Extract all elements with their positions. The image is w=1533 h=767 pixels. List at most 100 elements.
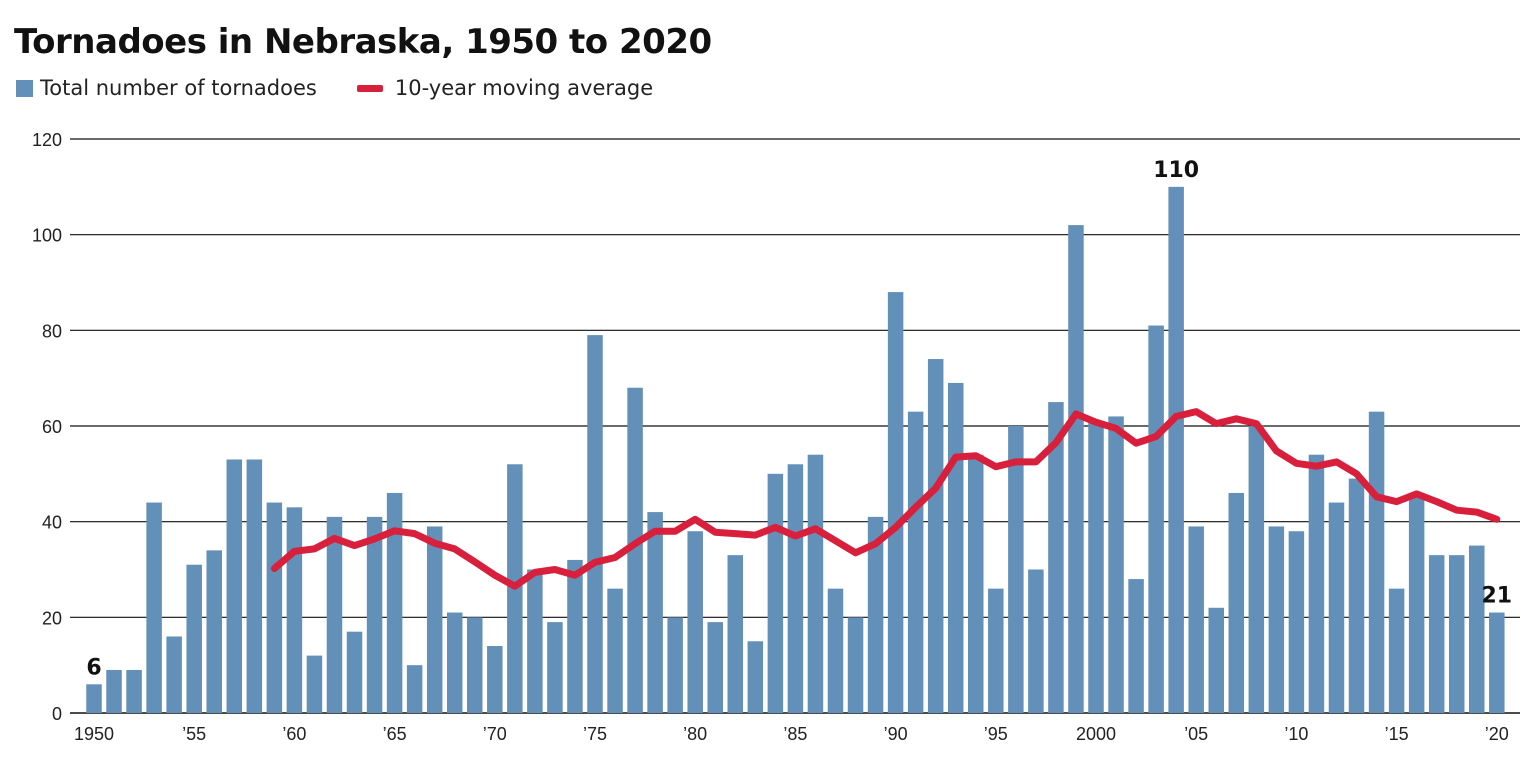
bar-2015 xyxy=(1388,588,1405,713)
legend-swatch-bars xyxy=(16,79,33,97)
bar-2014 xyxy=(1368,411,1385,713)
bar-1975 xyxy=(587,335,603,713)
bar-1969 xyxy=(467,617,483,713)
x-tick-label: ’70 xyxy=(483,724,507,744)
bar-1979 xyxy=(667,617,683,713)
bar-2005 xyxy=(1188,526,1204,713)
bar-1951 xyxy=(106,669,122,713)
bar-2004 xyxy=(1168,186,1184,714)
bar-1965 xyxy=(386,492,403,713)
bar-2013 xyxy=(1348,478,1365,713)
y-axis-tick-labels: 0 20 40 60 80 100 120 xyxy=(32,130,62,724)
x-tick-label: ’05 xyxy=(1184,724,1208,744)
legend-item-line: 10-year moving average xyxy=(356,76,654,100)
bar-1977 xyxy=(627,387,643,713)
y-tick-label: 60 xyxy=(42,417,62,437)
bar-2011 xyxy=(1308,454,1325,713)
x-tick-label: ’75 xyxy=(583,724,607,744)
y-tick-label: 100 xyxy=(32,226,62,246)
bar-1961 xyxy=(306,655,323,713)
callout-2020: 21 xyxy=(1481,584,1512,609)
bar-2019 xyxy=(1469,545,1485,713)
y-tick-label: 120 xyxy=(32,130,62,150)
bar-2010 xyxy=(1288,531,1305,713)
bar-1997 xyxy=(1028,569,1044,713)
bar-1959 xyxy=(266,502,283,713)
bar-1967 xyxy=(426,526,443,713)
bar-1988 xyxy=(847,617,864,713)
legend: Total number of tornadoes 10-year moving… xyxy=(16,74,693,102)
bar-1974 xyxy=(567,559,583,713)
callout-1950: 6 xyxy=(86,655,101,680)
x-tick-label: 1950 xyxy=(74,724,114,744)
bar-1978 xyxy=(647,512,663,713)
x-tick-label: ’60 xyxy=(282,724,306,744)
callout-2004: 110 xyxy=(1153,158,1199,183)
bar-1996 xyxy=(1008,426,1024,713)
bar-1990 xyxy=(887,292,904,713)
x-axis-tick-labels: 1950 ’55 ’60 ’65 ’70 ’75 ’80 ’85 ’90 ’95 2000 ’05 ’1… xyxy=(74,724,1509,744)
bar-1966 xyxy=(406,665,423,713)
bar-1973 xyxy=(547,622,563,713)
bar-1955 xyxy=(186,564,202,713)
bar-2002 xyxy=(1128,579,1144,713)
bar-1956 xyxy=(206,550,222,713)
bar-1964 xyxy=(366,516,383,713)
y-tick-label: 0 xyxy=(52,704,62,724)
bar-2009 xyxy=(1268,526,1285,713)
bar-2001 xyxy=(1108,416,1124,713)
bar-2006 xyxy=(1208,607,1224,713)
x-tick-label: ’55 xyxy=(182,724,206,744)
bar-1986 xyxy=(807,454,824,713)
bar-2018 xyxy=(1448,555,1465,713)
bar-1957 xyxy=(226,459,243,713)
bar-2000 xyxy=(1088,421,1104,713)
x-tick-label: 2000 xyxy=(1076,724,1116,744)
bar-2017 xyxy=(1428,555,1445,713)
legend-label-line: 10-year moving average xyxy=(394,76,654,100)
bar-1970 xyxy=(487,646,503,713)
x-tick-label: ’20 xyxy=(1485,724,1509,744)
bar-1999 xyxy=(1068,225,1084,713)
y-tick-label: 20 xyxy=(42,608,62,628)
bar-2008 xyxy=(1248,426,1265,713)
bar-1989 xyxy=(867,516,884,713)
bar-1985 xyxy=(787,464,804,713)
bar-1980 xyxy=(687,531,703,713)
legend-label-bars: Total number of tornadoes xyxy=(40,76,317,100)
chart-title: Tornadoes in Nebraska, 1950 to 2020 xyxy=(14,22,712,62)
x-tick-label: ’85 xyxy=(783,724,807,744)
x-tick-label: ’80 xyxy=(683,724,707,744)
x-tick-label: ’95 xyxy=(984,724,1008,744)
x-tick-label: ’65 xyxy=(383,724,407,744)
bar-1968 xyxy=(446,612,463,713)
bar-1962 xyxy=(326,516,343,713)
bar-1976 xyxy=(607,588,623,713)
bars xyxy=(86,186,1505,714)
bar-1998 xyxy=(1048,402,1064,713)
callouts: 6 110 21 xyxy=(86,158,1512,680)
bar-1958 xyxy=(246,459,263,713)
bar-1987 xyxy=(827,588,844,713)
legend-item-bars: Total number of tornadoes xyxy=(16,76,317,100)
moving-average xyxy=(270,408,1501,590)
legend-swatch-line xyxy=(356,84,383,92)
bar-2016 xyxy=(1408,492,1425,713)
bar-1995 xyxy=(988,588,1004,713)
bar-2012 xyxy=(1328,502,1345,713)
bar-2003 xyxy=(1148,325,1164,713)
bar-1991 xyxy=(907,411,924,713)
bar-1983 xyxy=(747,641,764,713)
bar-1972 xyxy=(527,569,543,713)
bar-1952 xyxy=(126,669,142,713)
bar-1982 xyxy=(727,555,744,713)
bar-1984 xyxy=(767,473,784,713)
bar-2020 xyxy=(1489,612,1505,713)
x-tick-label: ’90 xyxy=(884,724,908,744)
y-tick-label: 80 xyxy=(42,321,62,341)
bar-1994 xyxy=(968,454,984,713)
bar-1953 xyxy=(146,502,162,713)
bar-1992 xyxy=(927,359,944,713)
bar-1981 xyxy=(707,622,723,713)
